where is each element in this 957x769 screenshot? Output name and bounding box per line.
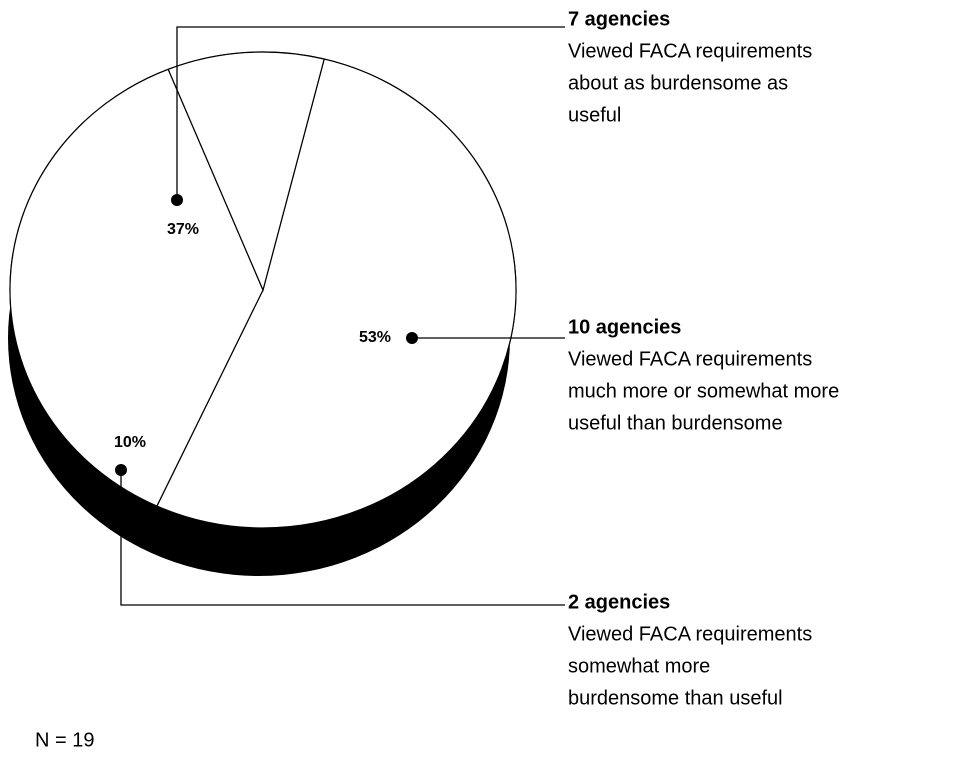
slice-heading: 10 agencies: [568, 316, 681, 338]
value-label: 10%: [114, 434, 146, 451]
slice-description: much more or somewhat more: [568, 380, 839, 402]
leader-dot: [115, 464, 127, 476]
slice-description: somewhat more: [568, 655, 710, 677]
leader-line: [120, 470, 565, 606]
leader-dot: [406, 332, 418, 344]
slice-heading: 2 agencies: [568, 591, 670, 613]
pie-slice: [156, 58, 517, 529]
pie-slice: [9, 68, 264, 507]
leader-line: [176, 26, 565, 200]
slice-description: Viewed FACA requirements: [568, 623, 812, 645]
slice-description: Viewed FACA requirements: [568, 40, 812, 62]
leader-dot: [171, 194, 183, 206]
note: N = 19: [35, 729, 94, 751]
slice-description: Viewed FACA requirements: [568, 348, 812, 370]
value-label: 37%: [167, 221, 199, 238]
slice-description: useful than burdensome: [568, 412, 783, 434]
value-label: 53%: [359, 329, 391, 346]
pie: [8, 51, 517, 576]
slice-heading: 7 agencies: [568, 8, 670, 30]
slice-description: burdensome than useful: [568, 687, 783, 709]
slice-description: useful: [568, 104, 621, 126]
slice-description: about as burdensome as: [568, 72, 788, 94]
